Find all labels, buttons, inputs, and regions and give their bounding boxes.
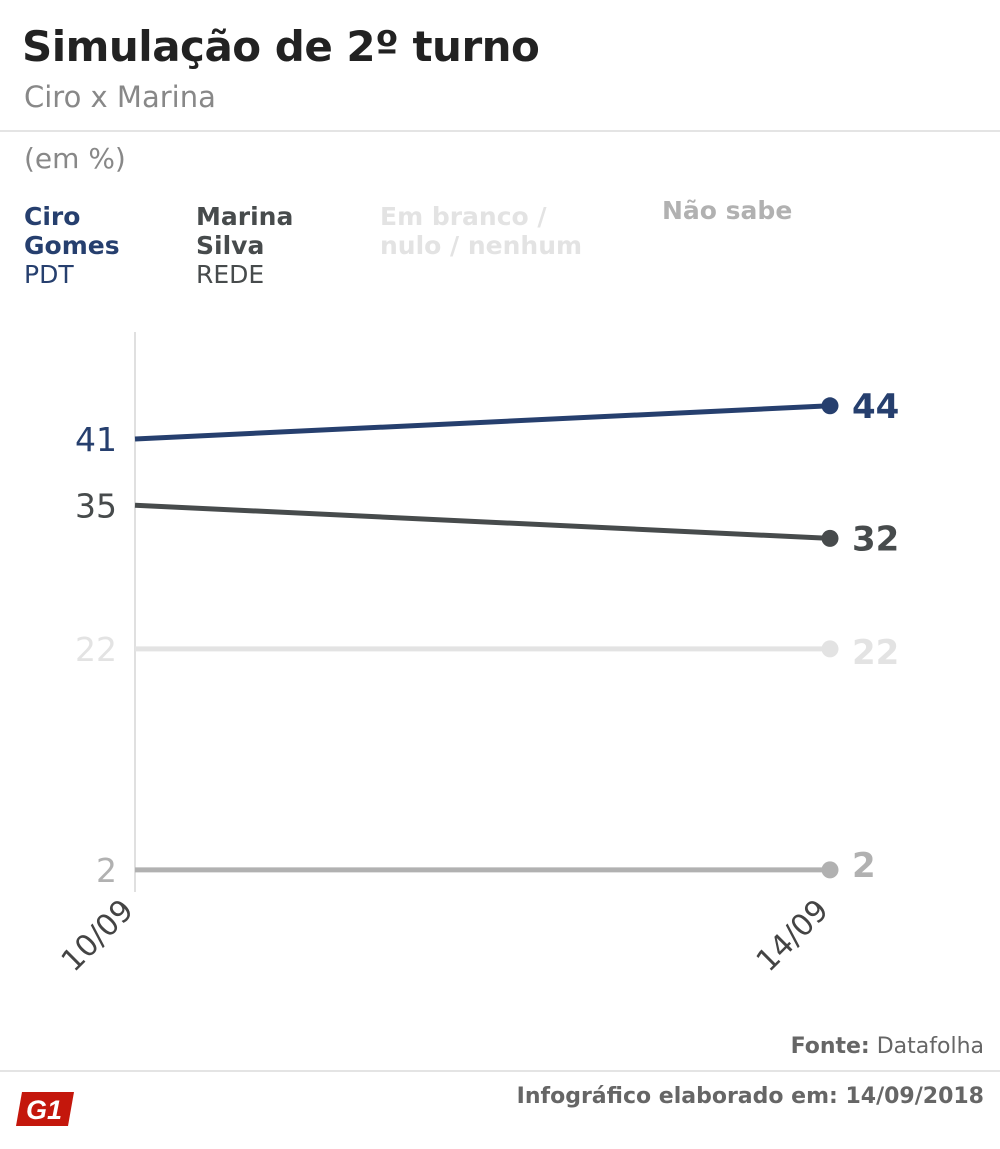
legend-name-line1: Em branco /	[380, 202, 547, 231]
data-point-marina-silva	[821, 529, 839, 547]
end-value-label-marina-silva: 32	[852, 519, 899, 559]
series-ciro-gomes: 41 44	[75, 387, 899, 459]
x-tick-layer: 10/09 14/09	[55, 893, 836, 979]
end-value-label-ciro-gomes: 44	[852, 387, 899, 427]
data-point-ciro-gomes	[821, 397, 839, 415]
g1-logo-text: G1	[26, 1095, 62, 1125]
legend-party: REDE	[196, 260, 265, 289]
source-credit: Fonte: Datafolha	[791, 1034, 984, 1059]
top-divider	[0, 130, 1000, 132]
start-value-label-ciro-gomes: 41	[75, 420, 117, 459]
legend-name-line1: Marina	[196, 202, 294, 231]
g1-logo: G1	[16, 1092, 74, 1126]
chart-title: Simulação de 2º turno	[22, 22, 540, 71]
series-em-branco-nulo-nenhum: 22 22	[75, 630, 899, 673]
unit-label: (em %)	[24, 142, 126, 175]
end-value-label-em-branco-nulo-nenhum: 22	[852, 633, 899, 673]
data-point-nao-sabe	[821, 861, 839, 879]
legend-name-line2: Gomes	[24, 231, 120, 260]
legend-name-line2: Silva	[196, 231, 265, 260]
source-label: Fonte:	[790, 1034, 870, 1059]
legend-nao-sabe: Não sabe	[662, 196, 792, 225]
start-value-label-marina-silva: 35	[75, 486, 117, 525]
end-value-label-nao-sabe: 2	[852, 846, 876, 886]
publish-date: Infográfico elaborado em: 14/09/2018	[516, 1084, 984, 1109]
chart-subtitle: Ciro x Marina	[24, 80, 216, 114]
source-value: Datafolha	[876, 1034, 984, 1059]
start-value-label-nao-sabe: 2	[96, 851, 117, 890]
legend-name-line2: nulo / nenhum	[380, 231, 583, 260]
series-marina-silva: 35 32	[75, 486, 899, 559]
start-value-label-em-branco-nulo-nenhum: 22	[75, 630, 117, 669]
series-line-marina-silva	[134, 502, 831, 541]
legend-name-line1: Não sabe	[662, 196, 793, 225]
legend-name-line1: Ciro	[24, 202, 81, 231]
legend-marina-silva: Marina Silva REDE	[196, 202, 293, 289]
series-line-ciro-gomes	[134, 403, 831, 442]
legend-em-branco: Em branco / nulo / nenhum	[380, 202, 582, 260]
data-point-em-branco-nulo-nenhum	[821, 640, 839, 658]
legend-party: PDT	[24, 260, 74, 289]
g1-logo-shape	[16, 1092, 74, 1126]
legend-ciro-gomes: Ciro Gomes PDT	[24, 202, 120, 289]
bottom-divider	[0, 1070, 1000, 1072]
x-tick-label: 10/09	[55, 893, 141, 979]
x-tick-label: 14/09	[750, 893, 836, 979]
